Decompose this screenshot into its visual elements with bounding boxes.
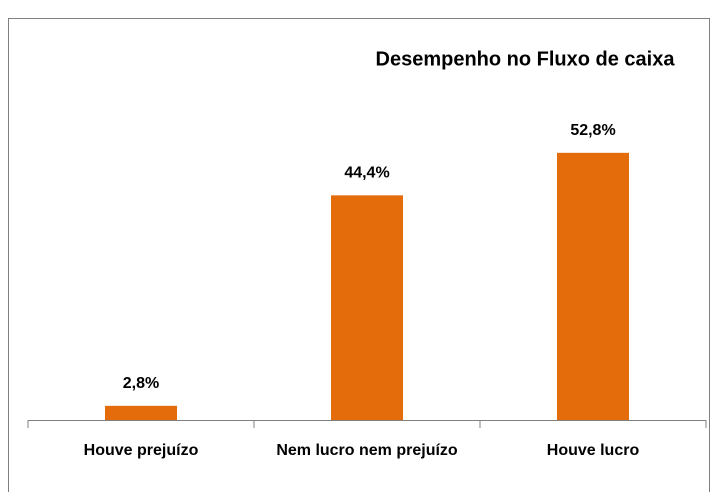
data-label: 44,4% xyxy=(344,165,389,182)
bar xyxy=(331,195,403,420)
data-label: 52,8% xyxy=(570,122,615,139)
data-label: 2,8% xyxy=(123,375,159,392)
x-tick-label: Nem lucro nem prejuízo xyxy=(276,442,458,459)
chart-title: Desempenho no Fluxo de caixa xyxy=(376,48,676,70)
bar xyxy=(557,152,629,420)
x-tick-label: Houve prejuízo xyxy=(84,442,199,459)
x-tick-label: Houve lucro xyxy=(547,442,640,459)
bar xyxy=(105,405,177,420)
